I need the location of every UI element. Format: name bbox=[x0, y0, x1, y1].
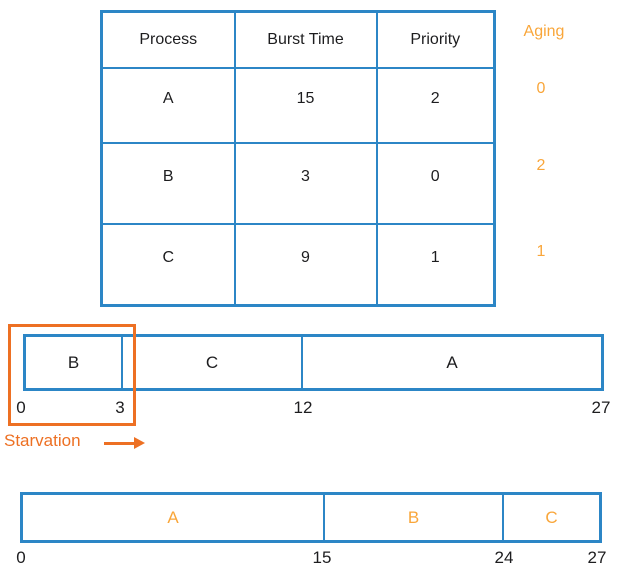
tick-label: 24 bbox=[494, 548, 514, 567]
gantt-segment-b: B bbox=[325, 495, 504, 540]
col-header-priority: Priority bbox=[375, 10, 496, 69]
burst-time-cell: 9 bbox=[233, 222, 378, 307]
priority-cell: 2 bbox=[375, 66, 496, 144]
starvation-label: Starvation bbox=[4, 431, 81, 450]
tick-label: 3 bbox=[115, 398, 125, 417]
aging-value: 0 bbox=[536, 80, 546, 97]
tick-label: 0 bbox=[16, 548, 26, 567]
col-header-process: Process bbox=[100, 10, 236, 69]
process-cell: A bbox=[100, 66, 236, 144]
table-header-row: Process Burst Time Priority bbox=[100, 10, 496, 69]
gantt-chart-starvation: B C A bbox=[23, 334, 604, 391]
tick-label: 15 bbox=[312, 548, 332, 567]
gantt-segment-b: B bbox=[26, 337, 123, 388]
aging-value: 2 bbox=[536, 157, 546, 174]
burst-time-cell: 3 bbox=[233, 141, 378, 225]
starvation-highlight-box bbox=[8, 324, 136, 426]
process-cell: B bbox=[100, 141, 236, 225]
aging-value: 1 bbox=[536, 243, 546, 260]
tick-label: 27 bbox=[591, 398, 611, 417]
col-header-burst-time: Burst Time bbox=[233, 10, 378, 69]
process-table: Process Burst Time Priority A 15 2 B 3 0… bbox=[100, 10, 496, 307]
gantt-segment-c: C bbox=[545, 507, 558, 527]
aging-column-label: Aging bbox=[523, 23, 565, 40]
tick-label: 0 bbox=[16, 398, 26, 417]
tick-label: 12 bbox=[293, 398, 313, 417]
tick-label: 27 bbox=[587, 548, 607, 567]
gantt-segment-a: A bbox=[23, 495, 325, 540]
burst-time-cell: 15 bbox=[233, 66, 378, 144]
gantt-segment-c: C bbox=[123, 337, 303, 388]
gantt-segment-a: A bbox=[446, 352, 458, 372]
priority-cell: 0 bbox=[375, 141, 496, 225]
starvation-arrow-icon bbox=[104, 437, 145, 449]
table-row: A 15 2 bbox=[100, 66, 496, 144]
gantt-chart-aging: A B C bbox=[20, 492, 602, 543]
priority-cell: 1 bbox=[375, 222, 496, 307]
table-row: B 3 0 bbox=[100, 141, 496, 225]
table-row: C 9 1 bbox=[100, 222, 496, 307]
process-cell: C bbox=[100, 222, 236, 307]
